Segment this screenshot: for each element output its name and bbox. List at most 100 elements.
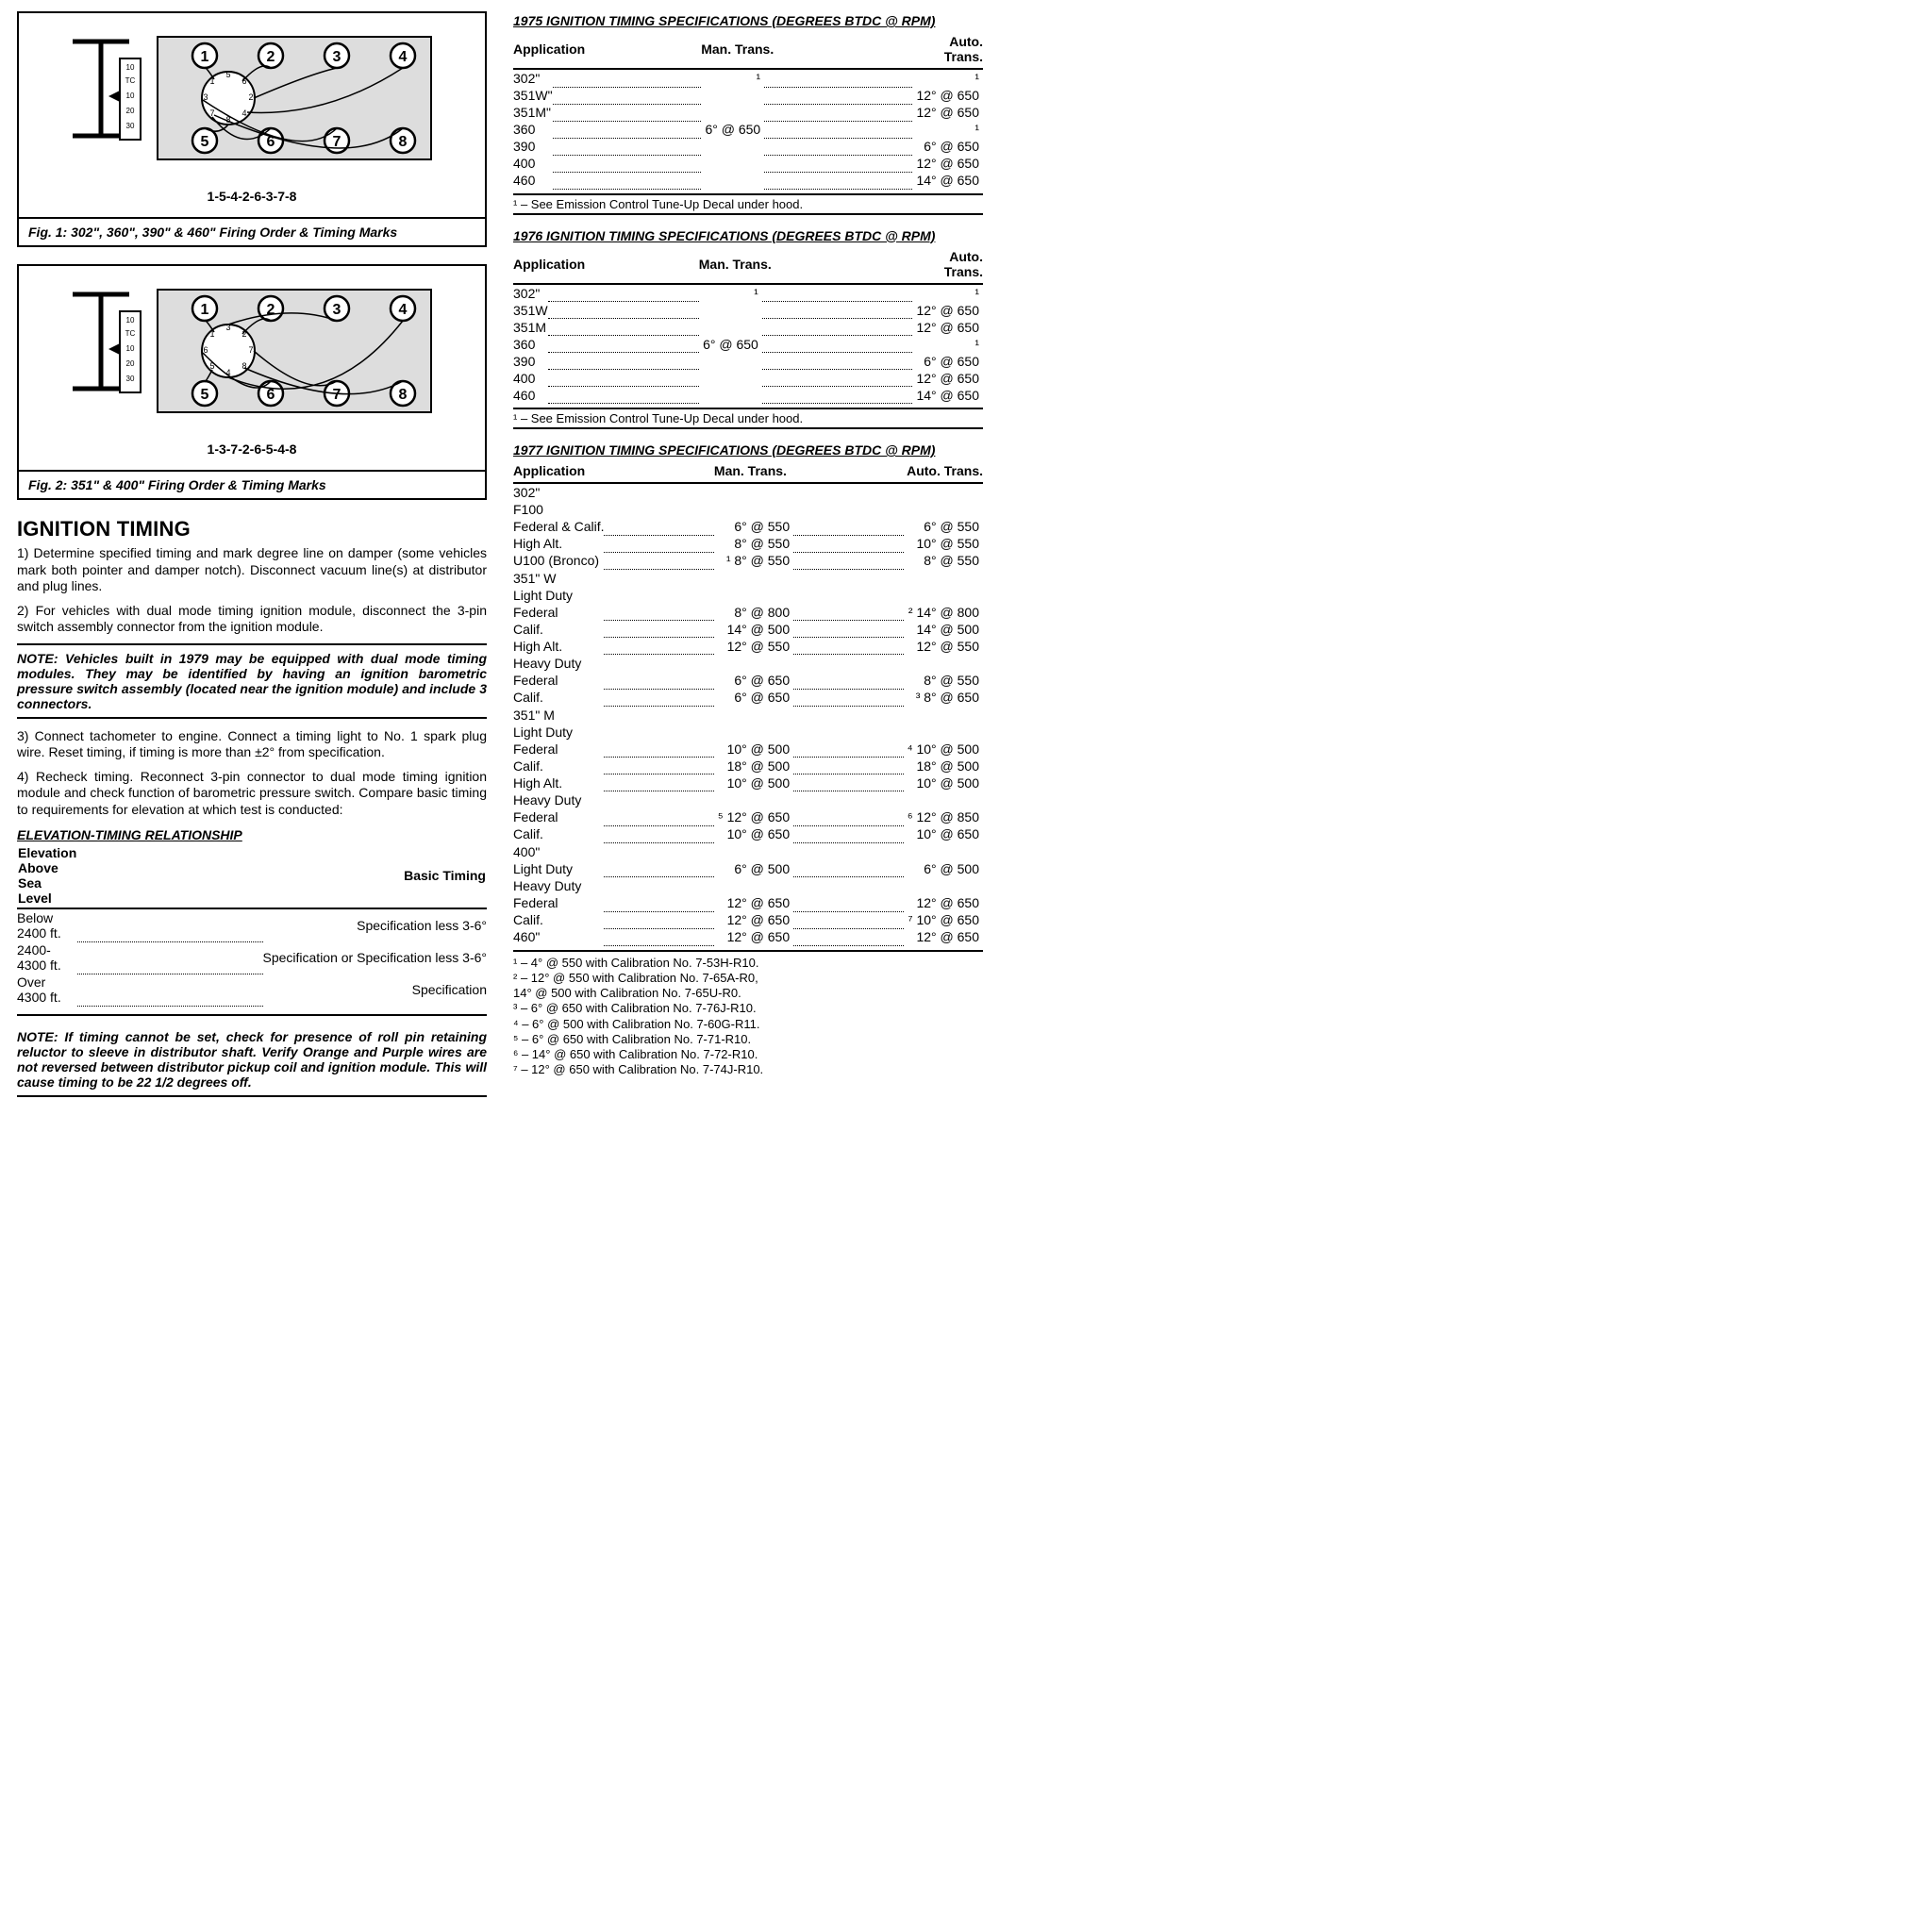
elev-row-value: Specification less 3-6° [263,908,488,941]
ignition-p4: 4) Recheck timing. Reconnect 3-pin conne… [17,769,487,819]
svg-text:10: 10 [126,63,135,72]
svg-text:1: 1 [201,302,209,318]
svg-text:4: 4 [399,302,408,318]
svg-text:10: 10 [126,316,135,325]
footnote-line: ⁴ – 6° @ 500 with Calibration No. 7-60G-… [513,1017,983,1032]
spec-1977-title: 1977 IGNITION TIMING SPECIFICATIONS (DEG… [513,442,983,458]
spec-row: Federal 12° @ 65012° @ 650 [513,894,983,911]
spec-row: High Alt. 10° @ 50010° @ 500 [513,774,983,791]
svg-text:2: 2 [267,49,275,65]
spec-row: High Alt. 8° @ 55010° @ 550 [513,535,983,552]
elev-head-right: Basic Timing [263,844,488,908]
spec-row: 360 6° @ 650¹ [513,121,983,138]
spec-row: Federal 6° @ 6508° @ 550 [513,672,983,689]
elev-head-left: Elevation Above Sea Level [17,844,77,908]
spec-1975-table: Application Man. Trans. Auto. Trans. 302… [513,32,983,190]
spec-row: 360 6° @ 650¹ [513,336,983,353]
svg-text:7: 7 [248,345,253,355]
spec-row: F100 [513,501,983,518]
footnote-line: ² – 12° @ 550 with Calibration No. 7-65A… [513,971,983,986]
spec-row: 460 14° @ 650 [513,387,983,404]
spec-row: U100 (Bronco) ¹ 8° @ 5508° @ 550 [513,552,983,569]
spec-row: Heavy Duty [513,655,983,673]
spec-1977-footnotes: ¹ – 4° @ 550 with Calibration No. 7-53H-… [513,950,983,1078]
figure-2-caption: Fig. 2: 351" & 400" Firing Order & Timin… [19,470,485,498]
spec-row: 390 6° @ 650 [513,353,983,370]
ignition-note-2: NOTE: If timing cannot be set, check for… [17,1024,487,1097]
footnote-line: ¹ – 4° @ 550 with Calibration No. 7-53H-… [513,956,983,971]
svg-text:4: 4 [399,49,408,65]
svg-text:TC: TC [125,329,136,338]
figure-2-diagram: 10TC 102030 12 34 56 78 [19,266,485,470]
firing-order-diagram-2: 10TC 102030 12 34 56 78 [63,275,441,436]
ignition-p3: 3) Connect tachometer to engine. Connect… [17,728,487,761]
svg-text:3: 3 [333,49,341,65]
firing-order-2: 1-3-7-2-6-5-4-8 [32,441,472,457]
spec-row: Federal ⁵ 12° @ 650⁶ 12° @ 850 [513,808,983,825]
spec-row: Federal 10° @ 500⁴ 10° @ 500 [513,741,983,758]
footnote-line: ³ – 6° @ 650 with Calibration No. 7-76J-… [513,1001,983,1016]
spec-row: High Alt. 12° @ 55012° @ 550 [513,638,983,655]
svg-text:30: 30 [126,122,135,130]
spec-row: 351M" 12° @ 650 [513,104,983,121]
spec-row: 460" 12° @ 65012° @ 650 [513,928,983,945]
spec-1976-table: Application Man. Trans. Auto. Trans. 302… [513,247,983,405]
spec-row: Light Duty [513,587,983,604]
footnote-line: 14° @ 500 with Calibration No. 7-65U-R0. [513,986,983,1001]
svg-text:20: 20 [126,359,135,368]
spec-row: Light Duty 6° @ 5006° @ 500 [513,860,983,877]
svg-text:5: 5 [201,387,209,403]
left-column: 10TC 102030 12 34 56 78 [17,11,487,1107]
spec-row: Federal 8° @ 800² 14° @ 800 [513,604,983,621]
svg-text:5: 5 [225,70,230,79]
firing-order-diagram-1: 10TC 102030 12 34 56 78 [63,23,441,183]
elev-row-value: Specification or Specification less 3-6° [263,941,488,974]
spec-row: 302" ¹¹ [513,69,983,87]
spec-row: 400 12° @ 650 [513,155,983,172]
spec-row: 351" M [513,706,983,724]
spec-row: Calif. 18° @ 50018° @ 500 [513,758,983,774]
svg-text:20: 20 [126,107,135,115]
footnote-line: ⁵ – 6° @ 650 with Calibration No. 7-71-R… [513,1032,983,1047]
svg-text:TC: TC [125,76,136,85]
spec-row: Heavy Duty [513,791,983,809]
ignition-p1: 1) Determine specified timing and mark d… [17,545,487,595]
spec-row: 351M 12° @ 650 [513,319,983,336]
spec-row: 460 14° @ 650 [513,172,983,189]
elevation-table: Elevation Above Sea Level Basic Timing B… [17,844,487,1007]
spec-row: 351W 12° @ 650 [513,302,983,319]
spec-row: Heavy Duty [513,877,983,895]
svg-text:4: 4 [242,108,246,118]
spec-1977-table: Application Man. Trans. Auto. Trans. 302… [513,461,983,946]
elev-row-label: 2400-4300 ft. [17,941,77,974]
elev-row-value: Specification [263,974,488,1006]
spec-row: Calif. 10° @ 65010° @ 650 [513,825,983,842]
spec-row: 351W" 12° @ 650 [513,87,983,104]
spec-1975-title: 1975 IGNITION TIMING SPECIFICATIONS (DEG… [513,13,983,28]
firing-order-1: 1-5-4-2-6-3-7-8 [32,189,472,204]
ignition-p2: 2) For vehicles with dual mode timing ig… [17,603,487,636]
spec-row: Calif. 6° @ 650³ 8° @ 650 [513,689,983,706]
ignition-timing-heading: IGNITION TIMING [17,517,487,541]
spec-row: 400 12° @ 650 [513,370,983,387]
elev-row-label: Over 4300 ft. [17,974,77,1006]
spec-row: Light Duty [513,724,983,741]
ignition-note-1: NOTE: Vehicles built in 1979 may be equi… [17,643,487,719]
svg-text:2: 2 [248,92,253,102]
right-column: 1975 IGNITION TIMING SPECIFICATIONS (DEG… [513,11,983,1107]
svg-text:1: 1 [201,49,209,65]
figure-1-diagram: 10TC 102030 12 34 56 78 [19,13,485,217]
svg-text:5: 5 [201,134,209,150]
svg-text:8: 8 [399,387,408,403]
footnote-line: ⁶ – 14° @ 650 with Calibration No. 7-72-… [513,1047,983,1062]
spec-row: 400" [513,842,983,860]
spec-row: 351" W [513,569,983,587]
svg-text:30: 30 [126,375,135,383]
svg-text:7: 7 [333,387,341,403]
svg-text:8: 8 [399,134,408,150]
spec-1976-footnote: ¹ – See Emission Control Tune-Up Decal u… [513,408,983,429]
spec-1975-footnote: ¹ – See Emission Control Tune-Up Decal u… [513,193,983,215]
spec-row: 302" ¹¹ [513,284,983,302]
spec-row: 302" [513,483,983,501]
svg-text:7: 7 [209,108,214,118]
